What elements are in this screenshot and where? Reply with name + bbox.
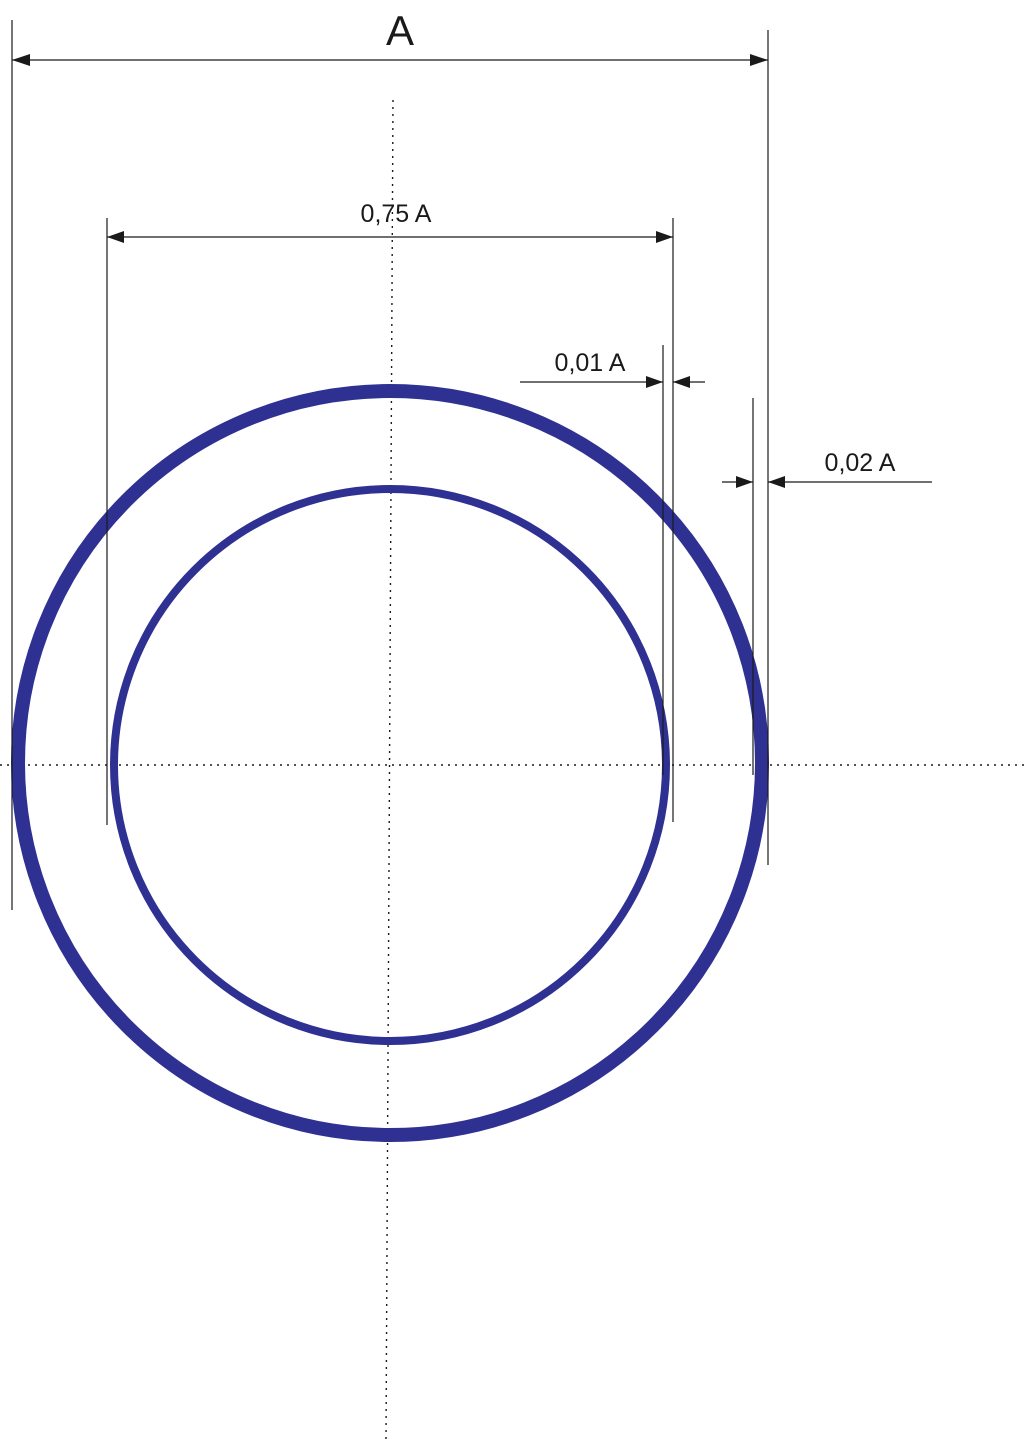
dimension-label-outer-ring-thickness: 0,02 A [825,449,896,477]
dimension-inner-ring-thickness: 0,01 A [520,349,705,388]
dimension-label-inner-ring-thickness: 0,01 A [555,349,626,377]
dimension-inner-width: 0,75 A [107,200,673,243]
dimension-outer-ring-thickness: 0,02 A [722,449,932,488]
dimension-a: A [12,7,768,66]
dimension-label-a: A [386,7,414,54]
inner-ring [110,485,670,1045]
dimension-label-inner-width: 0,75 A [361,200,432,228]
outer-ring [11,384,769,1142]
vertical-center-axis [385,99,394,1439]
